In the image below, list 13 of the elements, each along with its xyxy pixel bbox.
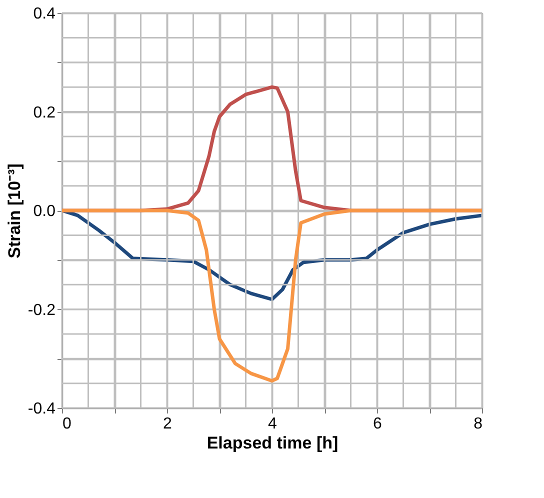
x-tick-label: 2 (163, 416, 172, 432)
y-tick-label: -0.4 (28, 400, 56, 418)
line-series (60, 208, 484, 383)
x-tick-label: 6 (373, 416, 382, 432)
y-tick-label: 0.2 (33, 104, 56, 122)
y-tick-label: 0.0 (33, 203, 56, 220)
x-axis-title: Elapsed time [h] (206, 434, 338, 452)
y-tick-label: -0.2 (28, 302, 56, 319)
x-tick-label: 4 (268, 416, 278, 432)
x-tick-label: 8 (474, 416, 483, 432)
y-axis-title: Strain [10⁻³] (4, 164, 24, 258)
x-tick-label: 0 (62, 416, 72, 432)
y-tick-label: 0.4 (33, 6, 56, 22)
